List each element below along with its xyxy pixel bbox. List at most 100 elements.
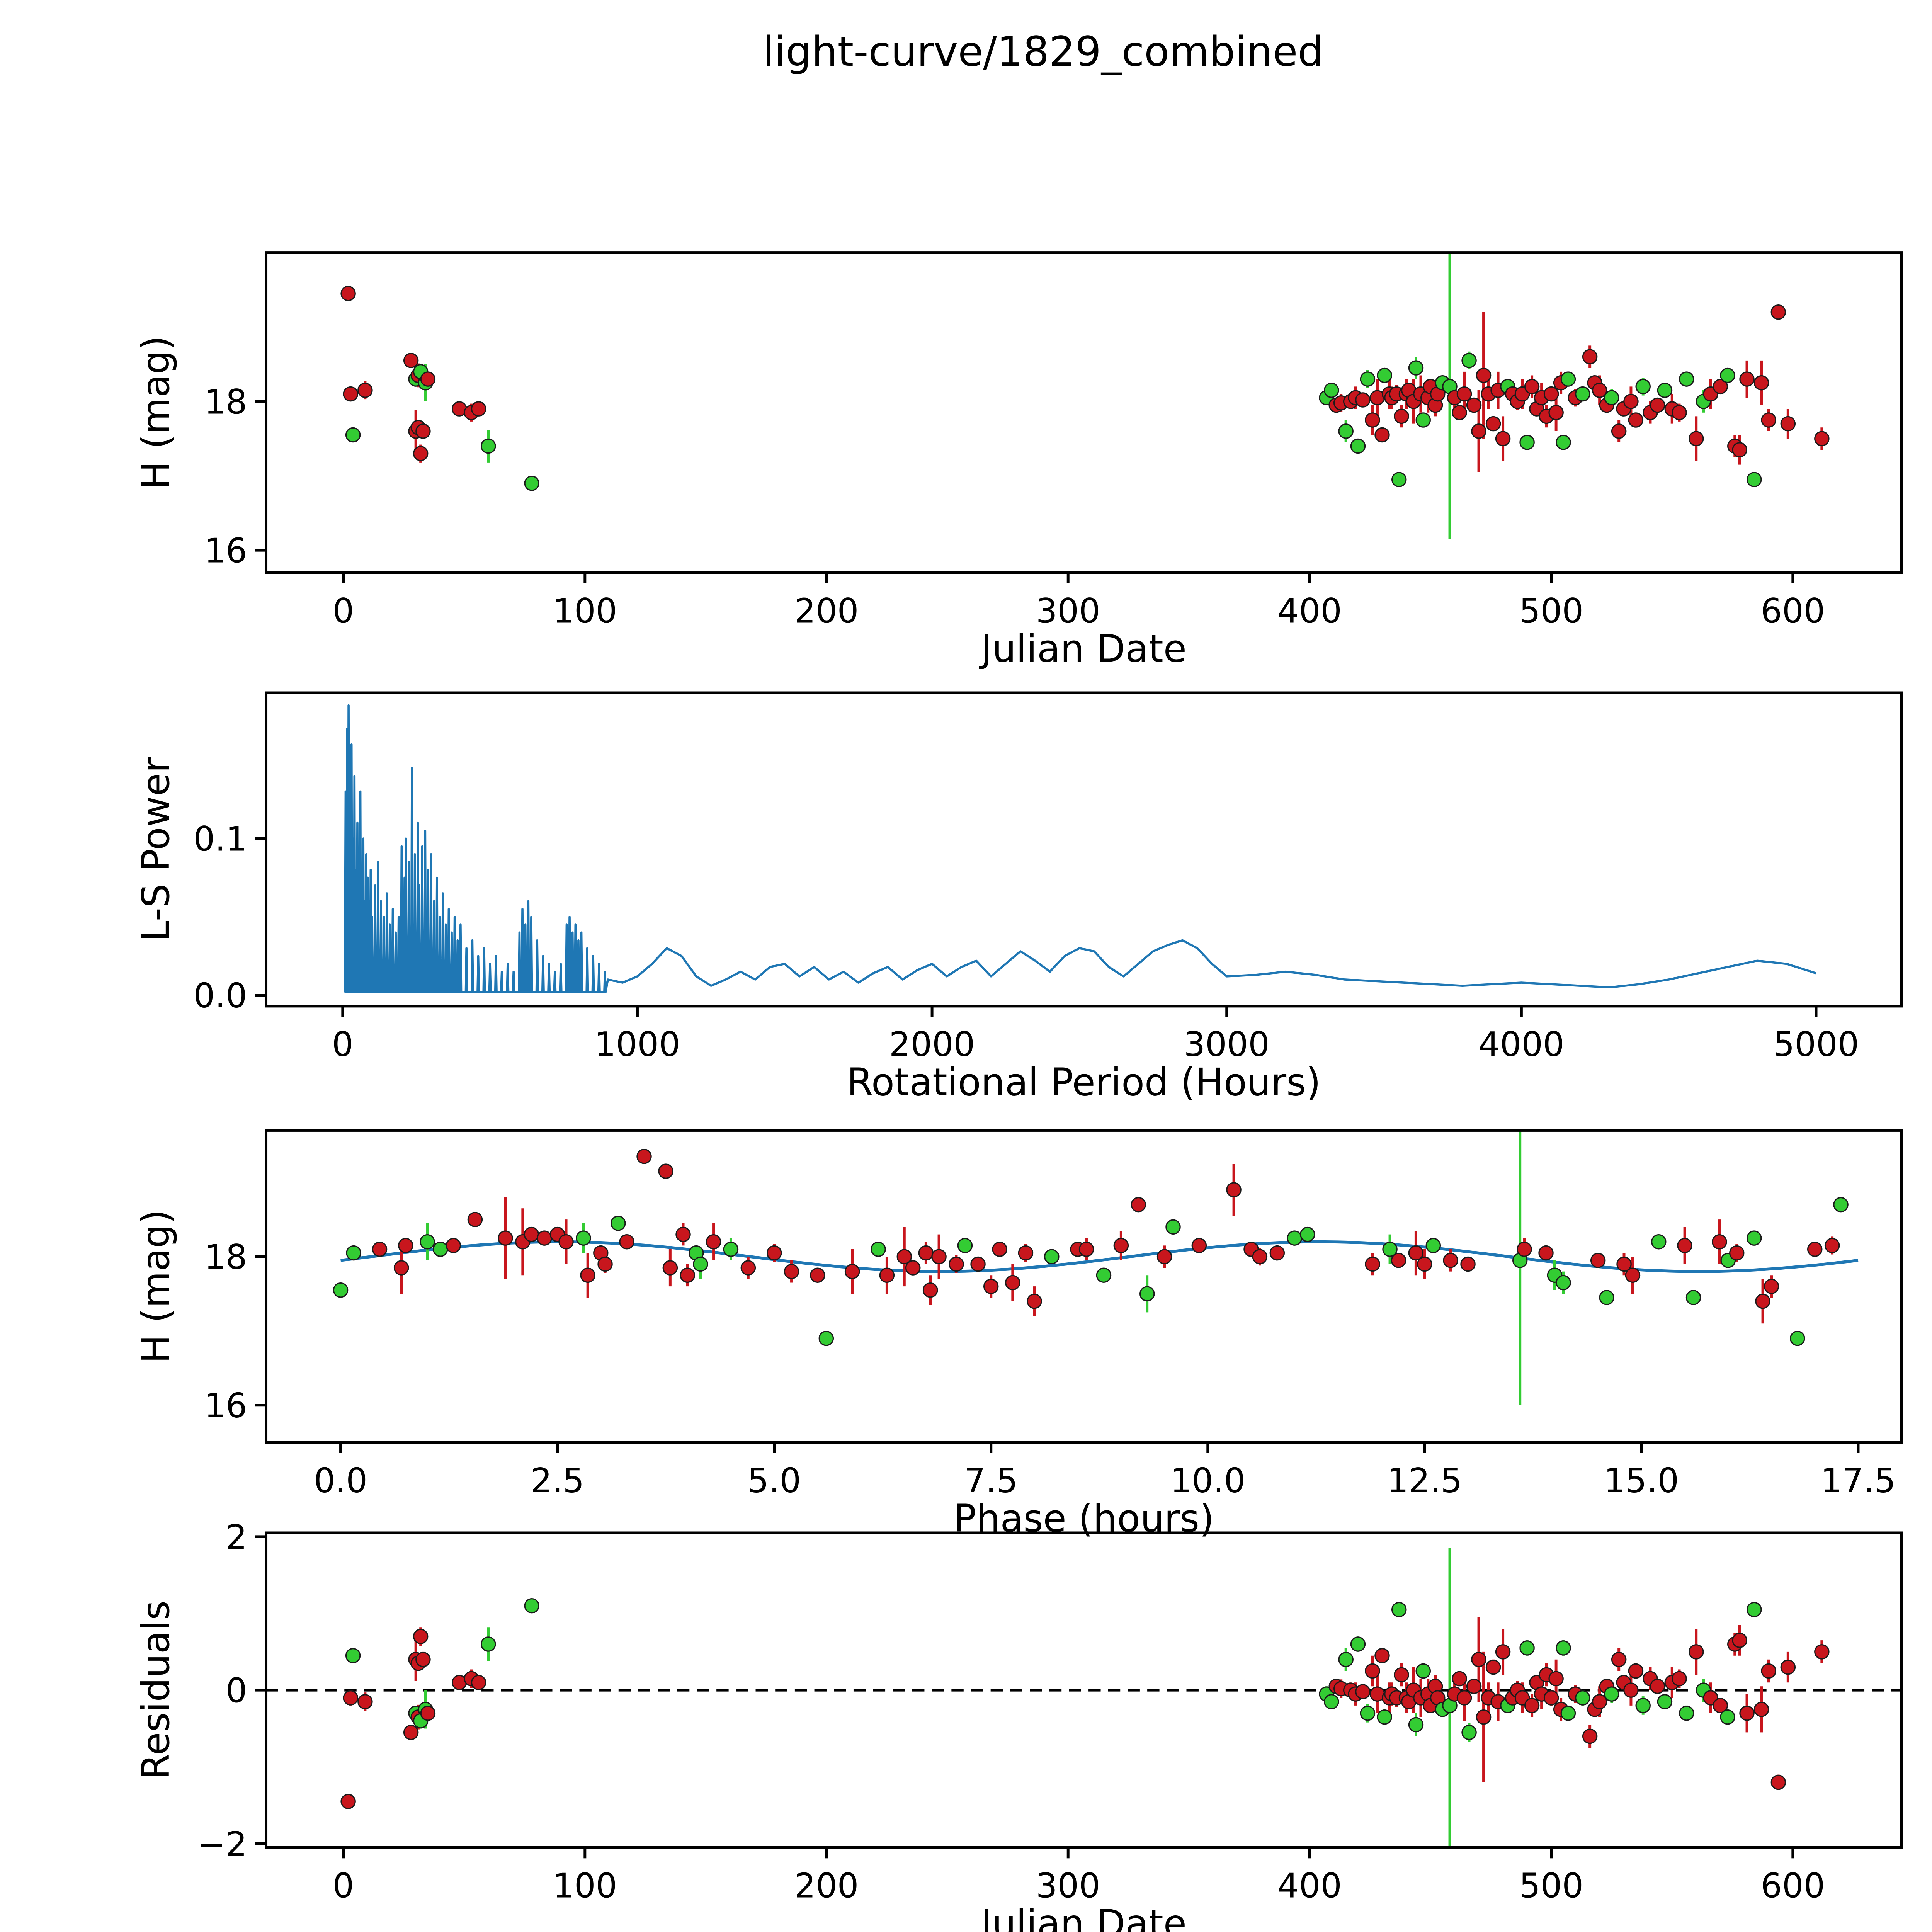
- data-point: [393, 1260, 409, 1276]
- data-point: [905, 1260, 921, 1276]
- data-point: [1374, 1648, 1390, 1663]
- data-point: [1355, 392, 1371, 408]
- x-tick-label: 200: [794, 591, 859, 631]
- data-point: [766, 1245, 782, 1261]
- data-point: [1476, 1709, 1492, 1725]
- data-point: [1625, 1267, 1641, 1283]
- data-point: [1156, 1249, 1172, 1264]
- data-point: [480, 438, 496, 454]
- x-tick-label: 0: [333, 591, 354, 631]
- x-tick-label: 200: [794, 1866, 859, 1906]
- data-point: [524, 1598, 540, 1614]
- data-point: [879, 1267, 895, 1283]
- data-point: [1560, 371, 1576, 387]
- x-tick-label: 300: [1036, 1866, 1100, 1906]
- data-point: [357, 383, 373, 398]
- x-tick-label: 2000: [889, 1025, 975, 1064]
- data-point: [970, 1256, 986, 1272]
- data-point: [1592, 1694, 1607, 1709]
- data-point: [675, 1226, 691, 1242]
- data-point: [680, 1267, 695, 1283]
- data-point: [896, 1249, 912, 1264]
- data-point: [597, 1256, 613, 1272]
- x-tick-label: 600: [1760, 591, 1825, 631]
- y-tick-label: 2: [226, 1517, 247, 1557]
- y-tick-label: 0: [226, 1671, 247, 1711]
- x-tick-label: 0: [333, 1866, 354, 1906]
- figure-title: light-curve/1829_combined: [763, 28, 1324, 75]
- data-point: [1456, 386, 1472, 402]
- data-point: [415, 1651, 431, 1667]
- data-point: [1688, 1644, 1704, 1660]
- data-point: [1685, 1290, 1701, 1305]
- data-point: [658, 1163, 673, 1179]
- data-point: [1611, 423, 1627, 439]
- panel-mag-vs-jd-axes: 0 100 200 300 400 500 600 16 18 Julian Date H (mag…: [134, 251, 1903, 671]
- data-point: [1688, 431, 1704, 446]
- data-point: [1443, 1253, 1458, 1268]
- data-point: [1635, 379, 1651, 395]
- x-tick-label: 7.5: [964, 1461, 1018, 1500]
- data-point: [992, 1242, 1007, 1257]
- y-axis-label-2: H (mag): [134, 1209, 178, 1363]
- data-point: [1755, 1293, 1770, 1309]
- data-point: [1770, 304, 1786, 320]
- y-axis-label-1: L-S Power: [134, 757, 178, 942]
- data-point: [580, 1267, 595, 1283]
- data-point: [1415, 1663, 1431, 1679]
- data-point: [480, 1636, 496, 1652]
- data-point: [343, 1690, 359, 1706]
- data-point: [1408, 1717, 1424, 1733]
- data-point: [1461, 1725, 1477, 1740]
- data-point: [1139, 1286, 1155, 1302]
- data-point: [1415, 412, 1431, 428]
- data-point: [1417, 1256, 1432, 1272]
- x-tick-label: 500: [1519, 1866, 1583, 1906]
- data-point: [1611, 1651, 1627, 1667]
- data-point: [413, 1629, 429, 1644]
- x-tick-label: 1000: [594, 1025, 680, 1064]
- data-point: [1323, 383, 1339, 398]
- data-point: [1365, 1256, 1380, 1272]
- data-point: [403, 1725, 419, 1740]
- data-point: [1720, 367, 1735, 383]
- data-point: [1780, 1659, 1796, 1675]
- data-point: [1679, 1706, 1694, 1721]
- data-point: [1679, 371, 1694, 387]
- data-point: [1677, 1238, 1692, 1253]
- x-tick-label: 100: [553, 1866, 617, 1906]
- data-point: [1753, 375, 1769, 391]
- axes-spines: [265, 251, 1903, 574]
- panel-mag-vs-jd-data: [340, 252, 1830, 539]
- data-point: [1365, 412, 1380, 428]
- y-tick-label: 0.0: [194, 976, 247, 1015]
- data-point: [524, 476, 540, 491]
- x-tick-label: 300: [1036, 591, 1100, 631]
- y-axis-label-3: Residuals: [134, 1600, 178, 1780]
- data-point: [1761, 412, 1777, 428]
- data-point: [1739, 371, 1755, 387]
- data-point: [1556, 1640, 1571, 1656]
- data-point: [432, 1242, 448, 1257]
- data-point: [1519, 435, 1535, 450]
- data-point: [340, 1794, 356, 1809]
- data-point: [471, 401, 486, 417]
- data-point: [931, 1249, 947, 1264]
- data-point: [1814, 431, 1830, 446]
- data-point: [1456, 1690, 1472, 1706]
- data-point: [1575, 386, 1590, 402]
- data-point: [1355, 1684, 1371, 1699]
- x-tick-label: 500: [1519, 591, 1583, 631]
- y-tick-label: 16: [204, 1386, 247, 1425]
- data-point: [1018, 1245, 1034, 1261]
- data-point: [1131, 1197, 1146, 1213]
- data-point: [537, 1230, 552, 1246]
- data-point: [1350, 438, 1366, 454]
- data-point: [1078, 1242, 1094, 1257]
- data-point: [1452, 405, 1467, 420]
- data-point: [949, 1256, 964, 1272]
- data-point: [1713, 1698, 1728, 1713]
- data-point: [1495, 1644, 1511, 1660]
- data-point: [1729, 1245, 1745, 1261]
